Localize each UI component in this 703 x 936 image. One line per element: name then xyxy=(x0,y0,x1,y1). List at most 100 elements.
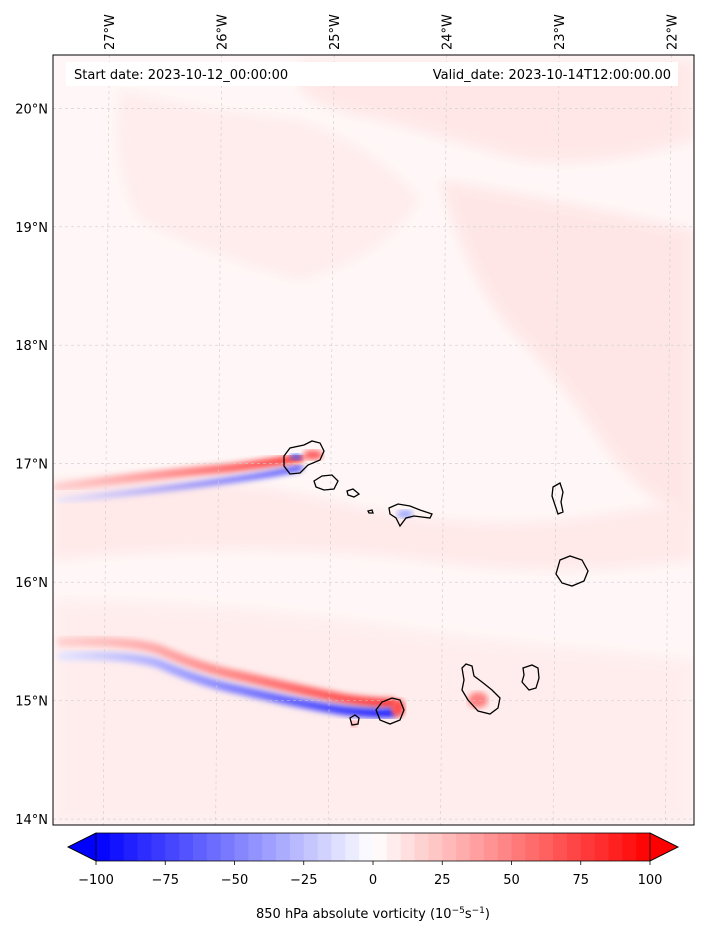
island-maio xyxy=(521,664,540,691)
colorbar-band xyxy=(289,833,305,861)
colorbar-label-end: ) xyxy=(485,907,490,922)
lon-tick-label: 25°W xyxy=(328,14,343,50)
lat-tick-label: 14°N xyxy=(15,813,48,828)
colorbar-tick-label: −50 xyxy=(221,873,248,888)
lat-tick-label: 19°N xyxy=(15,221,48,236)
colorbar-tick-label: 75 xyxy=(572,873,589,888)
colorbar-band xyxy=(497,833,512,861)
colorbar-band xyxy=(220,833,235,861)
island-boa-vista xyxy=(555,555,589,587)
colorbar-label-mid: s xyxy=(465,907,472,922)
lat-tick-label: 15°N xyxy=(15,695,48,710)
island-sao-nicolau xyxy=(388,503,433,528)
colorbar-tick-label: −25 xyxy=(290,873,317,888)
colorbar-extend-low xyxy=(67,832,97,862)
meridian-gridline xyxy=(665,55,672,825)
streak-north-blue xyxy=(57,465,303,503)
colorbar-band xyxy=(206,833,222,861)
vort-spot-santiago xyxy=(468,692,488,708)
colorbar-band xyxy=(96,833,111,861)
colorbar-band xyxy=(262,833,277,861)
streak-south-blue xyxy=(57,651,397,718)
colorbar-tick-label: −75 xyxy=(152,873,179,888)
colorbar-band xyxy=(622,833,637,861)
colorbar-band xyxy=(580,833,596,861)
lon-tick-label: 27°W xyxy=(103,14,118,50)
coastlines xyxy=(283,440,589,726)
lat-tick-label: 16°N xyxy=(15,576,48,591)
island-santo-antao xyxy=(283,440,325,475)
colorbar: −100 −75 −50 −25 0 25 50 75 100 850 hPa absolute… xyxy=(67,832,679,922)
vort-spot-north xyxy=(303,450,323,460)
colorbar-band xyxy=(553,833,568,861)
colorbar-label-exp2: −1 xyxy=(472,906,485,916)
latitude-tick-labels: 14°N 15°N 16°N 17°N 18°N 19°N 20°N xyxy=(15,102,48,828)
colorbar-band xyxy=(303,833,319,861)
colorbar-band xyxy=(511,833,526,861)
vort-spot-boavista-blue xyxy=(397,510,413,518)
colorbar-band xyxy=(317,833,332,861)
colorbar-label-exp1: −5 xyxy=(452,906,465,916)
colorbar-band xyxy=(248,833,263,861)
map-frame xyxy=(52,54,695,826)
lon-tick-label: 22°W xyxy=(666,14,681,50)
colorbar-extend-high xyxy=(649,832,679,862)
longitude-tick-labels: 27°W 26°W 25°W 24°W 23°W 22°W xyxy=(103,14,680,50)
start-date-label: Start date: 2023-10-12_00:00:00 xyxy=(74,68,288,83)
field-patch-north-2 xyxy=(117,90,420,280)
colorbar-band xyxy=(386,833,402,861)
colorbar-band xyxy=(456,833,471,861)
island-sal xyxy=(551,482,564,515)
island-razo xyxy=(367,509,374,514)
colorbar-band xyxy=(414,833,429,861)
colorbar-tick-label: −100 xyxy=(78,873,114,888)
lon-tick-label: 23°W xyxy=(553,14,568,50)
colorbar-band xyxy=(400,833,416,861)
colorbar-band xyxy=(109,833,125,861)
streak-north-red xyxy=(53,453,305,492)
colorbar-ticks: −100 −75 −50 −25 0 25 50 75 100 xyxy=(78,861,662,888)
colorbar-bands xyxy=(96,833,651,861)
colorbar-band xyxy=(151,833,166,861)
colorbar-band xyxy=(123,833,139,861)
colorbar-band xyxy=(442,833,457,861)
island-sao-vicente xyxy=(313,474,339,491)
lat-tick-label: 18°N xyxy=(15,339,48,354)
colorbar-band xyxy=(359,833,374,861)
colorbar-band xyxy=(234,833,249,861)
streak-south-red xyxy=(57,636,397,708)
colorbar-band xyxy=(165,833,180,861)
colorbar-band xyxy=(276,833,291,861)
meridian-gridline xyxy=(327,55,335,825)
meridian-gridline xyxy=(440,55,447,825)
colorbar-band xyxy=(566,833,582,861)
colorbar-band xyxy=(137,833,152,861)
colorbar-band xyxy=(636,833,651,861)
field-patch-east xyxy=(440,180,694,520)
island-santa-luzia xyxy=(346,488,361,498)
meridian-gridline xyxy=(102,55,110,825)
colorbar-band xyxy=(428,833,443,861)
vort-spot-north-blue xyxy=(290,454,302,460)
lat-tick-label: 17°N xyxy=(15,458,48,473)
colorbar-band xyxy=(345,833,360,861)
colorbar-tick-label: 100 xyxy=(638,873,663,888)
colorbar-band xyxy=(608,833,623,861)
map-panel: Start date: 2023-10-12_00:00:00 Valid_da… xyxy=(52,54,695,826)
colorbar-band xyxy=(192,833,208,861)
colorbar-band xyxy=(539,833,554,861)
island-fogo xyxy=(375,697,405,725)
lon-tick-label: 26°W xyxy=(216,14,231,50)
field-patch-band xyxy=(53,477,694,570)
colorbar-band xyxy=(179,833,194,861)
lon-tick-label: 24°W xyxy=(441,14,456,50)
colorbar-tick-label: 25 xyxy=(434,873,451,888)
meridian-gridline xyxy=(215,55,222,825)
colorbar-band xyxy=(469,833,485,861)
island-brava xyxy=(349,714,360,726)
valid-date-label: Valid_date: 2023-10-14T12:00:00.00 xyxy=(433,68,671,83)
island-santiago xyxy=(461,663,501,715)
vorticity-field xyxy=(53,60,694,825)
colorbar-band xyxy=(594,833,609,861)
